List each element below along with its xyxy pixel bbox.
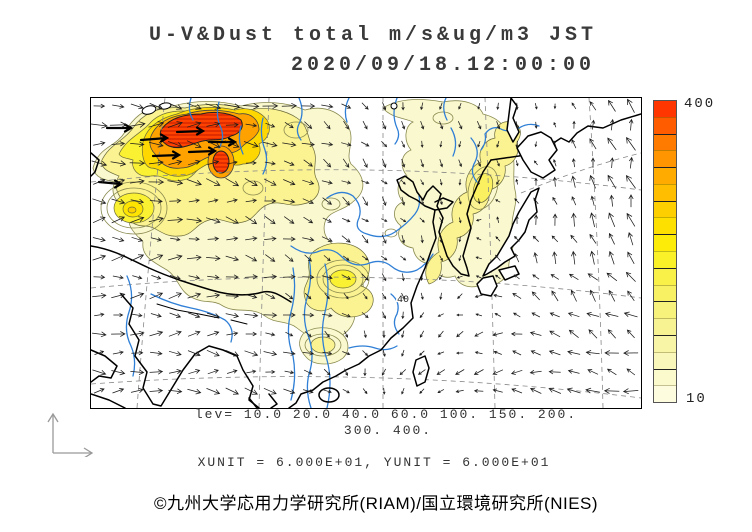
wind-vector-layer (91, 98, 639, 395)
colorbar-segment (654, 116, 676, 134)
colorbar-max-label: 400 (684, 96, 716, 112)
colorbar-segment (654, 200, 676, 218)
axis-units-line: XUNIT = 6.000E+01, YUNIT = 6.000E+01 (197, 455, 551, 470)
axis-arrows-icon (47, 412, 94, 457)
figure-title: U-V&Dust total m/s&ug/m3 JST (148, 24, 598, 47)
coastline-layer (91, 98, 641, 408)
copyright-text: ©九州大学応用力学研究所(RIAM)/国立環境研究所(NIES) (153, 494, 599, 513)
colorbar-segment (654, 217, 676, 235)
contour-ring-layer (100, 111, 499, 357)
graticule-layer (91, 98, 641, 408)
colorbar (653, 100, 677, 403)
colorbar-segment (654, 318, 676, 335)
colorbar-segment (654, 301, 676, 319)
colorbar-segment (654, 133, 676, 151)
river-layer (125, 98, 540, 408)
colorbar-segment (654, 351, 676, 369)
map-plot-frame: 40 (90, 97, 642, 409)
colorbar-segment (654, 150, 676, 168)
colorbar-segment (654, 385, 676, 403)
colorbar-segment (654, 267, 676, 285)
contour-levels-line1: lev= 10.0 20.0 40.0 60.0 100. 150. 200. (194, 407, 578, 422)
colorbar-segment (654, 167, 676, 184)
colorbar-segment (654, 284, 676, 302)
colorbar-segment (654, 251, 676, 268)
colorbar-min-label: 10 (686, 391, 707, 407)
colorbar-segment (654, 183, 676, 201)
colorbar-segment (654, 101, 676, 117)
colorbar-segment (654, 234, 676, 252)
contour-label-40: 40 (397, 295, 409, 306)
colorbar-segment (654, 334, 676, 352)
figure-timestamp: 2020/09/18.12:00:00 (290, 54, 596, 77)
map-plot: 40 (91, 98, 641, 408)
colorbar-segment (654, 368, 676, 386)
strong-wind-arrows (97, 123, 238, 189)
contour-levels-line2: 300. 400. (343, 423, 433, 438)
